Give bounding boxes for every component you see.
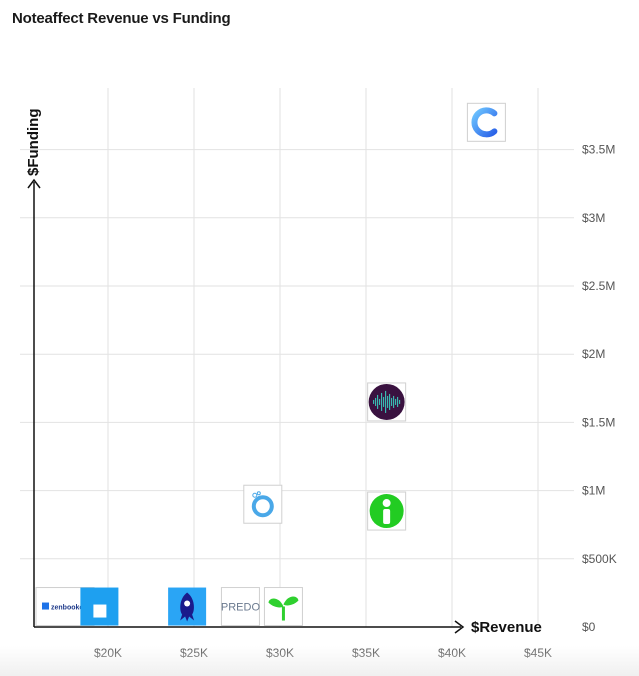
data-point-c-logo (466, 102, 506, 142)
data-point-predo-logo: PREDO (220, 587, 261, 627)
y-tick-label: $1.5M (582, 415, 615, 429)
x-axis-label: $Revenue (471, 619, 542, 636)
y-axis-arrow (27, 178, 41, 189)
data-points: zenbooker PREDO (35, 102, 506, 627)
data-point-blue-square-logo (80, 587, 119, 626)
logo-inner-square (93, 604, 107, 618)
squid-body (180, 592, 195, 622)
y-tick-label: $3M (582, 211, 605, 225)
ring-dot (252, 492, 258, 498)
sprout-leaf-right (283, 596, 299, 606)
waveform-circle (368, 383, 405, 420)
grid-lines (20, 88, 574, 627)
y-tick-label: $1M (582, 484, 605, 498)
y-axis-label: $Funding (25, 109, 42, 177)
data-point-waveform-logo (367, 382, 407, 422)
c-letter (471, 107, 498, 138)
squid-eye (184, 600, 191, 607)
y-tick-label: $500K (582, 552, 617, 566)
y-tick-label: $3.5M (582, 143, 615, 157)
predo-wordmark: PREDO (221, 602, 261, 614)
y-tick-label: $0 (582, 620, 596, 634)
chart-title: Noteaffect Revenue vs Funding (12, 10, 231, 27)
green-i-dot (382, 499, 391, 508)
axes: $Revenue $Funding (25, 109, 542, 637)
bottom-fade (0, 646, 639, 676)
sprout-leaf-left (268, 598, 284, 608)
y-tick-label: $2.5M (582, 279, 615, 293)
zenbooker-mark (42, 602, 49, 610)
green-i-stem (383, 509, 391, 525)
logo-frame (243, 484, 283, 524)
data-point-squid-logo (168, 587, 207, 626)
y-tick-label: $2M (582, 347, 605, 361)
ring-dot (256, 491, 261, 496)
logo-frame (220, 587, 260, 627)
x-axis-arrow (454, 620, 465, 634)
zenbooker-wordmark: zenbooker (51, 605, 86, 612)
data-point-sprout-logo (263, 587, 303, 627)
data-point-green-i-logo (367, 491, 407, 531)
ring-shape (251, 495, 274, 518)
data-point-ring-logo (243, 484, 283, 524)
